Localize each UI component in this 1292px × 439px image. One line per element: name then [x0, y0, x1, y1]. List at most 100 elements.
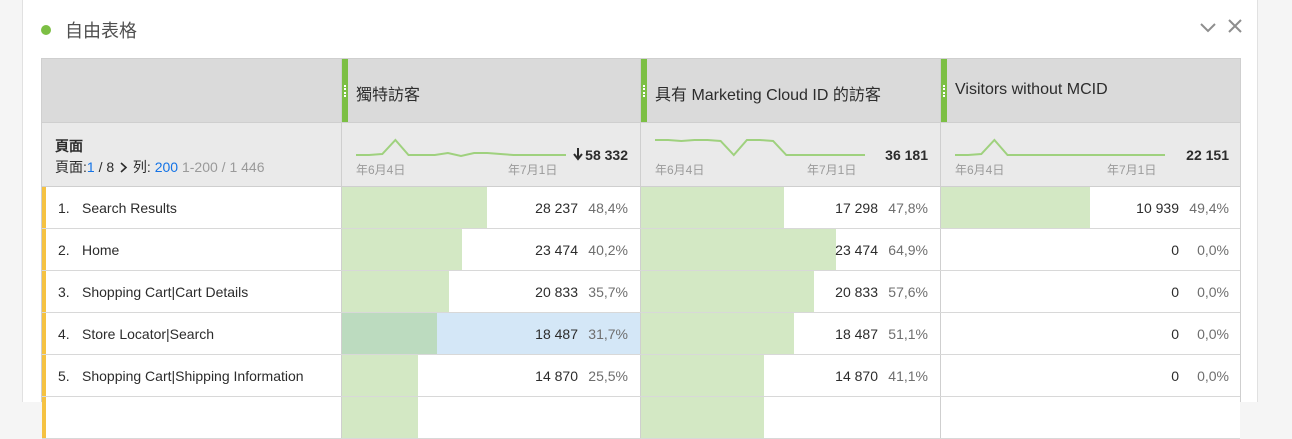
metric-title: Visitors without MCID	[955, 81, 1108, 99]
close-icon[interactable]	[1224, 14, 1246, 40]
sparkline-series	[655, 140, 865, 155]
metric-percent: 0,0%	[1197, 242, 1229, 258]
drag-handle-icon[interactable]	[344, 85, 346, 97]
metric-cell[interactable]: 10 939 49,4%	[940, 187, 1241, 228]
metric-cell[interactable]: 20 833 57,6%	[640, 271, 940, 312]
metric-cell[interactable]	[640, 397, 940, 438]
metric-value: 14 870	[835, 368, 878, 384]
metric-percent: 0,0%	[1197, 284, 1229, 300]
metric-cell[interactable]: 23 474 64,9%	[640, 229, 940, 270]
rows-per-page[interactable]: 200	[155, 159, 178, 175]
metric-summary-cell: 年6月4日 年7月1日 58 332	[341, 123, 640, 186]
rows-label: 列:	[129, 159, 155, 175]
metric-title: 獨特訪客	[356, 81, 420, 105]
metric-cell[interactable]: 14 870 41,1%	[640, 355, 940, 396]
metric-value: 14 870	[535, 368, 578, 384]
metric-value: 18 487	[535, 326, 578, 342]
table-row[interactable]	[42, 397, 1240, 439]
table-row[interactable]: 2. Home 23 474 40,2% 23 474 64,9% 0 0,0%	[42, 229, 1240, 271]
metric-value: 23 474	[835, 242, 878, 258]
metric-summary-cell: 年6月4日 年7月1日 36 181	[640, 123, 940, 186]
metric-percent: 31,7%	[588, 326, 628, 342]
sparkline-start-date: 年6月4日	[356, 161, 405, 178]
metric-cell[interactable]: 0 0,0%	[940, 355, 1241, 396]
page-name: Search Results	[82, 200, 177, 216]
dimension-item-cell[interactable]: 1. Search Results	[42, 187, 341, 228]
metric-percent: 41,1%	[888, 368, 928, 384]
row-rank: 3.	[58, 284, 70, 300]
row-rank: 5.	[58, 368, 70, 384]
row-range: 1-200 / 1 446	[178, 159, 264, 175]
metric-cell[interactable]: 28 237 48,4%	[341, 187, 640, 228]
page-name: Home	[82, 242, 119, 258]
metric-cell[interactable]: 18 487 51,1%	[640, 313, 940, 354]
pagination: 頁面:1 / 8 列: 200 1-200 / 1 446	[55, 157, 264, 177]
sparkline	[955, 133, 1165, 159]
metric-cell[interactable]: 0 0,0%	[940, 271, 1241, 312]
metric-percent: 49,4%	[1189, 200, 1229, 216]
dimension-item-cell[interactable]: 4. Store Locator|Search	[42, 313, 341, 354]
pager-label: 頁面:	[55, 159, 87, 175]
metric-cell[interactable]: 23 474 40,2%	[341, 229, 640, 270]
metric-percent: 48,4%	[588, 200, 628, 216]
metric-header-mcid-visitors[interactable]: 具有 Marketing Cloud ID 的訪客	[640, 59, 940, 122]
row-selection-marker	[42, 187, 46, 228]
percent-bar	[641, 355, 764, 396]
percent-bar	[342, 397, 418, 438]
metric-value: 18 487	[835, 326, 878, 342]
sparkline-end-date: 年7月1日	[508, 161, 557, 178]
metric-header-unique-visitors[interactable]: 獨特訪客	[341, 59, 640, 122]
page-name: Shopping Cart|Cart Details	[82, 284, 248, 300]
table-row[interactable]: 4. Store Locator|Search 18 487 31,7% 18 487 5…	[42, 313, 1240, 355]
sparkline	[356, 133, 566, 159]
column-total: 36 181	[885, 147, 928, 163]
metric-cell[interactable]: 0 0,0%	[940, 313, 1241, 354]
table-row[interactable]: 1. Search Results 28 237 48,4% 17 298 47,8% 10…	[42, 187, 1240, 229]
dimension-item-cell[interactable]: 2. Home	[42, 229, 341, 270]
panel-title: 自由表格	[65, 17, 137, 43]
dimension-item-cell[interactable]: 5. Shopping Cart|Shipping Information	[42, 355, 341, 396]
metric-cell[interactable]: 14 870 25,5%	[341, 355, 640, 396]
drag-handle-icon[interactable]	[943, 85, 945, 97]
metric-cell[interactable]	[940, 397, 1241, 438]
dimension-title[interactable]: 頁面	[55, 136, 83, 156]
status-dot-icon	[41, 25, 51, 35]
metric-value: 20 833	[535, 284, 578, 300]
metric-summary-cell: 年6月4日 年7月1日 22 151	[940, 123, 1241, 186]
metric-value: 0	[1171, 284, 1179, 300]
column-total: 22 151	[1186, 147, 1229, 163]
row-rank: 4.	[58, 326, 70, 342]
chevron-right-icon[interactable]	[119, 162, 128, 173]
sparkline-end-date: 年7月1日	[807, 161, 856, 178]
sparkline-end-date: 年7月1日	[1107, 161, 1156, 178]
metric-cell[interactable]: 0 0,0%	[940, 229, 1241, 270]
percent-bar	[342, 229, 462, 270]
metric-cell[interactable]	[341, 397, 640, 438]
metric-percent: 64,9%	[888, 242, 928, 258]
sparkline-series	[955, 140, 1165, 155]
page-name: Shopping Cart|Shipping Information	[82, 368, 304, 384]
table-row[interactable]: 5. Shopping Cart|Shipping Information 14 8…	[42, 355, 1240, 397]
percent-bar	[641, 187, 784, 228]
table-row[interactable]: 3. Shopping Cart|Cart Details 20 833 35,7% 2…	[42, 271, 1240, 313]
metric-percent: 25,5%	[588, 368, 628, 384]
metric-value: 17 298	[835, 200, 878, 216]
column-total-value: 36 181	[885, 147, 928, 163]
row-selection-marker	[42, 271, 46, 312]
metric-cell[interactable]: 17 298 47,8%	[640, 187, 940, 228]
drag-handle-icon[interactable]	[643, 85, 645, 97]
dimension-item-cell[interactable]: 3. Shopping Cart|Cart Details	[42, 271, 341, 312]
dimension-item-cell[interactable]	[42, 397, 341, 438]
metric-cell[interactable]: 20 833 35,7%	[341, 271, 640, 312]
page-total: / 8	[95, 159, 114, 175]
sort-descending-icon[interactable]	[573, 148, 583, 161]
metric-header-visitors-without-mcid[interactable]: Visitors without MCID	[940, 59, 1241, 122]
percent-bar	[641, 229, 836, 270]
metric-percent: 40,2%	[588, 242, 628, 258]
percent-bar	[641, 313, 794, 354]
metric-value: 20 833	[835, 284, 878, 300]
chevron-down-icon[interactable]	[1197, 14, 1219, 40]
page-current[interactable]: 1	[87, 159, 95, 175]
dimension-summary-cell: 頁面 頁面:1 / 8 列: 200 1-200 / 1 446	[42, 123, 341, 186]
metric-cell[interactable]: 18 487 31,7%	[341, 313, 640, 354]
